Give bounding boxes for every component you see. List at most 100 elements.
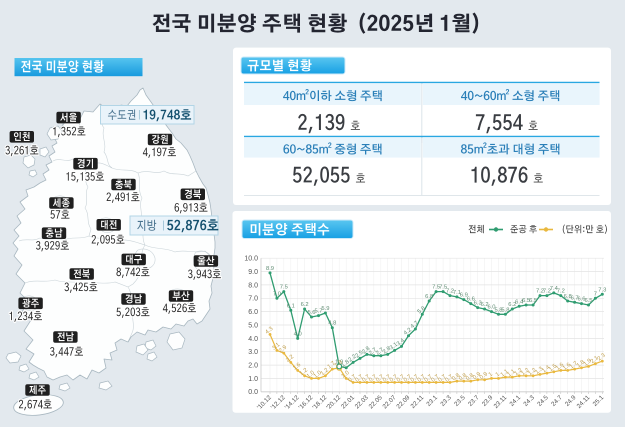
- svg-text:1.3: 1.3: [534, 366, 544, 376]
- svg-text:1.6: 1.6: [292, 362, 302, 372]
- svg-text:1.0: 1.0: [313, 370, 323, 380]
- svg-text:4.8: 4.8: [328, 321, 336, 327]
- svg-text:0.7: 0.7: [430, 374, 440, 384]
- svg-text:7.5: 7.5: [280, 285, 288, 291]
- svg-text:0.7: 0.7: [347, 374, 357, 384]
- svg-text:6.0: 6.0: [248, 309, 258, 316]
- svg-text:0.8: 0.8: [465, 373, 475, 383]
- svg-text:5.6: 5.6: [307, 310, 315, 316]
- svg-text:4.7: 4.7: [410, 320, 420, 330]
- svg-text:1.9: 1.9: [335, 359, 343, 365]
- svg-text:0.9: 0.9: [472, 371, 482, 381]
- svg-text:5.0: 5.0: [248, 322, 258, 329]
- svg-text:7.5: 7.5: [439, 285, 447, 291]
- svg-text:2.0: 2.0: [248, 363, 258, 370]
- svg-text:6.9: 6.9: [460, 293, 468, 299]
- svg-text:7.0: 7.0: [248, 296, 258, 303]
- svg-text:0.7: 0.7: [437, 374, 447, 384]
- svg-text:6.5: 6.5: [529, 298, 537, 304]
- svg-text:6.0: 6.0: [487, 305, 495, 311]
- svg-text:4.2: 4.2: [403, 327, 413, 337]
- svg-text:6.2: 6.2: [508, 302, 516, 308]
- svg-text:1.2: 1.2: [520, 367, 530, 377]
- svg-text:1: 1: [488, 371, 494, 378]
- svg-text:0.7: 0.7: [396, 374, 406, 384]
- svg-text:6.5: 6.5: [522, 298, 530, 304]
- svg-text:6.6: 6.6: [467, 297, 475, 303]
- svg-text:7.4: 7.4: [550, 286, 559, 292]
- svg-text:2.8: 2.8: [382, 346, 392, 356]
- svg-text:1.8: 1.8: [334, 359, 344, 369]
- svg-text:6.8: 6.8: [425, 294, 433, 300]
- svg-text:7.2: 7.2: [543, 289, 551, 295]
- svg-text:7.0: 7.0: [273, 291, 281, 297]
- svg-text:3.1: 3.1: [271, 342, 281, 352]
- svg-text:0.8: 0.8: [458, 373, 468, 383]
- svg-text:1.2: 1.2: [320, 367, 330, 377]
- svg-text:7.3: 7.3: [598, 287, 606, 293]
- svg-text:7.2: 7.2: [557, 289, 565, 295]
- svg-text:1.2: 1.2: [527, 367, 537, 377]
- svg-text:10.0: 10.0: [244, 256, 258, 263]
- svg-text:5.8: 5.8: [417, 306, 427, 316]
- svg-text:1.8: 1.8: [576, 359, 586, 369]
- svg-text:6.8: 6.8: [564, 294, 572, 300]
- svg-text:2.9: 2.9: [278, 345, 288, 355]
- svg-text:8.0: 8.0: [248, 282, 258, 289]
- svg-text:3.0: 3.0: [248, 349, 258, 356]
- svg-text:4.0: 4.0: [248, 336, 258, 343]
- svg-text:3.4: 3.4: [396, 337, 407, 347]
- svg-text:2.3: 2.3: [597, 353, 607, 363]
- svg-text:6.7: 6.7: [571, 295, 579, 301]
- svg-text:2.8: 2.8: [361, 346, 371, 356]
- svg-text:0.7: 0.7: [354, 374, 364, 384]
- svg-text:3.1: 3.1: [389, 342, 399, 352]
- svg-text:8.9: 8.9: [266, 266, 274, 272]
- svg-text:1.2: 1.2: [514, 367, 524, 377]
- svg-text:6.2: 6.2: [481, 302, 489, 308]
- svg-text:7: 7: [594, 291, 597, 297]
- svg-text:0.7: 0.7: [410, 374, 420, 384]
- svg-text:2.1: 2.1: [590, 355, 600, 365]
- svg-text:0.7: 0.7: [382, 374, 392, 384]
- svg-text:1: 1: [495, 371, 501, 378]
- svg-text:0.7: 0.7: [368, 374, 378, 384]
- svg-text:5.9: 5.9: [321, 306, 329, 312]
- svg-text:1.6: 1.6: [555, 362, 565, 372]
- svg-text:5.8: 5.8: [501, 307, 509, 313]
- svg-text:1.7: 1.7: [327, 361, 337, 371]
- svg-text:0.7: 0.7: [375, 374, 385, 384]
- svg-text:0.7: 0.7: [403, 374, 413, 384]
- svg-text:0.9: 0.9: [479, 371, 489, 381]
- svg-text:2.7: 2.7: [368, 347, 378, 357]
- svg-text:1.9: 1.9: [583, 358, 593, 368]
- svg-text:5.8: 5.8: [494, 307, 502, 313]
- svg-text:4.0: 4.0: [294, 331, 302, 337]
- svg-text:1.7: 1.7: [569, 361, 579, 371]
- svg-text:6.4: 6.4: [515, 299, 524, 305]
- svg-text:6.3: 6.3: [474, 301, 482, 307]
- svg-text:6.2: 6.2: [301, 302, 309, 308]
- svg-text:2.2: 2.2: [347, 354, 357, 364]
- svg-text:1.1: 1.1: [500, 369, 510, 379]
- svg-text:1.0: 1.0: [341, 370, 351, 380]
- svg-text:0.0: 0.0: [248, 389, 258, 396]
- svg-text:5.7: 5.7: [314, 309, 322, 315]
- svg-text:4.3: 4.3: [264, 326, 274, 336]
- svg-text:1.5: 1.5: [548, 363, 558, 373]
- svg-text:0.7: 0.7: [444, 374, 454, 384]
- svg-text:6.1: 6.1: [287, 303, 295, 309]
- svg-text:1.0: 1.0: [306, 370, 316, 380]
- svg-text:9.0: 9.0: [248, 269, 258, 276]
- svg-text:1.4: 1.4: [541, 364, 552, 374]
- svg-text:0.7: 0.7: [361, 374, 371, 384]
- svg-text:1.8: 1.8: [341, 359, 351, 369]
- svg-text:1.1: 1.1: [507, 369, 517, 379]
- svg-text:7.2: 7.2: [536, 289, 544, 295]
- svg-text:7.5: 7.5: [432, 285, 440, 291]
- svg-text:0.8: 0.8: [451, 373, 461, 383]
- svg-text:0.7: 0.7: [424, 374, 434, 384]
- svg-text:0.7: 0.7: [417, 374, 427, 384]
- svg-text:1.0: 1.0: [248, 376, 258, 383]
- svg-text:7.1: 7.1: [453, 290, 461, 296]
